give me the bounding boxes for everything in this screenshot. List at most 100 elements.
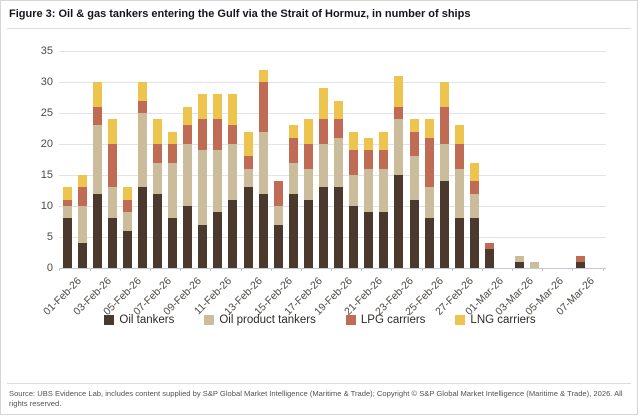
bar-segment-oil-product-tankers-11-Feb-26 [213, 150, 223, 213]
x-axis-tick [361, 268, 363, 271]
bar-segment-oil-tankers-23-Feb-26 [394, 175, 404, 268]
bar-segment-lpg-carriers-12-Feb-26 [228, 125, 238, 144]
bar-segment-lng-carriers-22-Feb-26 [379, 131, 389, 151]
bar-segment-lng-carriers-13-Feb-26 [243, 131, 253, 157]
bar-segment-oil-product-tankers-10-Feb-26 [198, 150, 208, 225]
bar-segment-oil-tankers-11-Feb-26 [213, 212, 223, 268]
x-axis-tick [421, 268, 423, 271]
bar-segment-lpg-carriers-04-Feb-26 [107, 144, 117, 188]
bar-segment-oil-tankers-12-Feb-26 [228, 199, 238, 268]
bar-segment-lpg-carriers-02-Feb-26 [77, 187, 87, 206]
legend-swatch-icon [345, 315, 356, 325]
bar-segment-oil-tankers-03-Mar-26 [515, 261, 525, 268]
bar-segment-lpg-carriers-15-Feb-26 [273, 181, 283, 206]
x-axis-tick [512, 268, 514, 271]
bar-segment-oil-product-tankers-27-Feb-26 [454, 168, 464, 219]
bar-segment-lpg-carriers-09-Feb-26 [183, 125, 193, 144]
legend-label: Oil tankers [119, 314, 175, 326]
bar-segment-lng-carriers-28-Feb-26 [469, 162, 479, 182]
bar-segment-oil-tankers-01-Feb-26 [62, 218, 72, 268]
legend-item-lpg-carriers: LPG carriers [345, 314, 426, 326]
bar-segment-lng-carriers-01-Feb-26 [62, 187, 72, 200]
gridline-30 [59, 82, 606, 83]
bar-segment-lpg-carriers-08-Feb-26 [168, 144, 178, 163]
bar-segment-lng-carriers-09-Feb-26 [183, 106, 193, 126]
bar-segment-oil-product-tankers-20-Feb-26 [349, 175, 359, 206]
y-axis-tick-label: 10 [40, 200, 53, 212]
bar-segment-oil-tankers-16-Feb-26 [288, 193, 298, 268]
bar-segment-lng-carriers-18-Feb-26 [319, 88, 328, 120]
x-axis-tick [59, 268, 61, 271]
bar-segment-oil-tankers-05-Feb-26 [122, 230, 132, 268]
y-axis-tick-label: 0 [46, 262, 53, 274]
bar-segment-lpg-carriers-19-Feb-26 [334, 119, 344, 138]
legend-item-oil-product-tankers: Oil product tankers [204, 314, 316, 326]
legend-label: Oil product tankers [219, 314, 316, 326]
bar-segment-oil-product-tankers-03-Mar-26 [515, 255, 525, 262]
bar-segment-oil-tankers-03-Feb-26 [92, 193, 102, 268]
bar-segment-oil-product-tankers-19-Feb-26 [334, 137, 344, 188]
bar-segment-oil-product-tankers-22-Feb-26 [379, 168, 389, 213]
bar-segment-lpg-carriers-01-Mar-26 [484, 243, 494, 250]
bar-segment-lng-carriers-08-Feb-26 [168, 131, 178, 144]
legend-label: LNG carriers [470, 314, 536, 326]
bar-segment-lpg-carriers-05-Feb-26 [122, 199, 132, 213]
gridline-35 [59, 51, 606, 52]
bar-segment-lpg-carriers-10-Feb-26 [198, 119, 208, 151]
x-axis-tick [300, 268, 302, 271]
bar-segment-oil-tankers-13-Feb-26 [243, 187, 253, 268]
bar-segment-oil-product-tankers-04-Feb-26 [107, 187, 117, 219]
bar-segment-lpg-carriers-17-Feb-26 [303, 144, 313, 169]
bar-segment-oil-product-tankers-01-Feb-26 [62, 206, 72, 219]
bar-segment-oil-product-tankers-07-Feb-26 [153, 162, 163, 194]
bar-segment-lpg-carriers-25-Feb-26 [424, 137, 434, 188]
bar-segment-oil-product-tankers-28-Feb-26 [469, 193, 479, 219]
x-axis-tick [89, 268, 91, 271]
bar-segment-oil-product-tankers-14-Feb-26 [258, 131, 268, 194]
bar-segment-oil-tankers-27-Feb-26 [454, 218, 464, 268]
x-axis-tick [119, 268, 121, 271]
bar-segment-oil-product-tankers-15-Feb-26 [273, 206, 283, 225]
bar-segment-oil-product-tankers-09-Feb-26 [183, 144, 193, 206]
bar-segment-oil-product-tankers-16-Feb-26 [288, 162, 298, 194]
bar-segment-oil-product-tankers-26-Feb-26 [439, 144, 449, 182]
bar-segment-oil-tankers-24-Feb-26 [409, 199, 419, 268]
bar-segment-lpg-carriers-20-Feb-26 [349, 150, 359, 175]
title-divider [7, 28, 631, 29]
x-axis-tick [149, 268, 151, 271]
bar-segment-oil-product-tankers-02-Feb-26 [77, 206, 87, 244]
bar-segment-oil-tankers-06-Feb-26 [137, 187, 147, 268]
gridline-10 [59, 206, 606, 207]
bar-segment-lng-carriers-06-Feb-26 [137, 82, 147, 101]
bar-segment-lng-carriers-19-Feb-26 [334, 100, 344, 120]
bar-segment-lpg-carriers-03-Feb-26 [92, 106, 102, 126]
x-axis-tick [481, 268, 483, 271]
bar-segment-oil-tankers-17-Feb-26 [303, 199, 313, 268]
bar-segment-lpg-carriers-28-Feb-26 [469, 181, 479, 194]
bar-segment-lng-carriers-11-Feb-26 [213, 94, 223, 120]
bar-segment-oil-tankers-28-Feb-26 [469, 218, 479, 268]
bar-segment-oil-product-tankers-03-Feb-26 [92, 125, 102, 194]
bar-segment-oil-tankers-21-Feb-26 [364, 212, 374, 268]
bar-segment-lpg-carriers-07-Mar-26 [575, 255, 585, 262]
bar-segment-lng-carriers-20-Feb-26 [349, 131, 359, 151]
bar-segment-oil-tankers-07-Mar-26 [575, 261, 585, 268]
y-axis-tick-label: 25 [40, 107, 53, 119]
legend-label: LPG carriers [360, 314, 426, 326]
bar-segment-oil-product-tankers-08-Feb-26 [168, 162, 178, 219]
bar-segment-oil-product-tankers-25-Feb-26 [424, 187, 434, 219]
bar-segment-lpg-carriers-14-Feb-26 [258, 82, 268, 132]
bar-segment-oil-product-tankers-04-Mar-26 [530, 261, 540, 268]
bar-segment-lng-carriers-25-Feb-26 [424, 119, 434, 138]
bar-segment-oil-tankers-08-Feb-26 [168, 218, 178, 268]
bar-segment-oil-tankers-15-Feb-26 [273, 224, 283, 268]
gridline-15 [59, 175, 606, 176]
y-axis-tick-label: 5 [46, 231, 53, 243]
gridline-20 [59, 144, 606, 145]
bar-segment-oil-product-tankers-18-Feb-26 [319, 144, 328, 188]
bar-segment-lpg-carriers-11-Feb-26 [213, 119, 223, 151]
bar-segment-lpg-carriers-06-Feb-26 [137, 100, 147, 113]
bar-segment-lng-carriers-16-Feb-26 [288, 125, 298, 138]
y-axis-tick-label: 30 [40, 76, 53, 88]
legend-item-lng-carriers: LNG carriers [455, 314, 536, 326]
